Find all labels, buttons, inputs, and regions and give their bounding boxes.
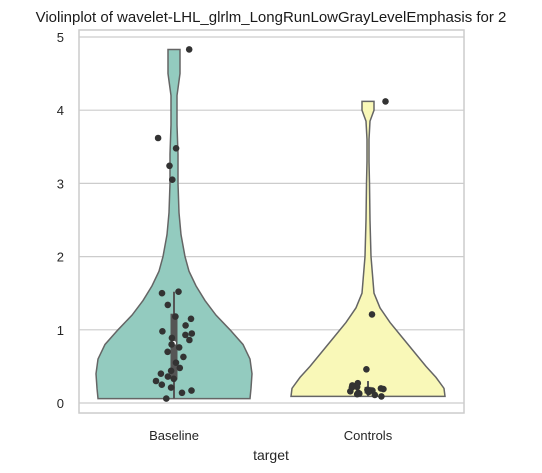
data-point <box>157 370 165 378</box>
data-point <box>170 375 178 383</box>
data-point <box>168 334 176 342</box>
data-point <box>182 322 189 329</box>
y-tick-label: 4 <box>57 103 64 118</box>
data-point <box>353 383 361 391</box>
data-point <box>159 328 166 335</box>
data-point <box>365 388 372 396</box>
data-point <box>172 145 180 152</box>
data-point <box>378 393 385 400</box>
x-axis-label: target <box>253 447 289 463</box>
x-tick-label: Controls <box>344 428 393 443</box>
data-point <box>175 344 183 351</box>
data-point <box>158 381 166 389</box>
data-point <box>368 311 376 318</box>
data-point <box>168 341 175 348</box>
data-point <box>182 331 189 339</box>
data-point <box>164 348 171 356</box>
data-point <box>187 315 195 323</box>
data-point <box>180 353 187 361</box>
data-point <box>164 301 172 309</box>
x-axis-ticks: Baseline Controls <box>149 428 393 443</box>
data-point <box>363 366 370 373</box>
data-point <box>186 336 193 344</box>
data-point <box>380 385 387 393</box>
data-point <box>166 162 173 170</box>
data-point <box>163 395 170 402</box>
data-point <box>371 391 379 399</box>
data-point <box>152 377 160 385</box>
x-tick-label: Baseline <box>149 428 199 443</box>
data-point <box>169 176 176 183</box>
violin-baseline <box>95 48 253 400</box>
data-point <box>347 388 354 395</box>
y-tick-label: 0 <box>57 396 64 411</box>
y-axis-ticks: 0 1 2 3 4 5 <box>57 30 64 411</box>
data-point <box>172 359 180 367</box>
y-tick-label: 2 <box>57 250 64 265</box>
data-point <box>178 389 186 397</box>
data-point <box>176 364 184 372</box>
violins <box>95 48 446 400</box>
data-point <box>188 330 196 337</box>
y-tick-label: 1 <box>57 323 64 338</box>
data-point <box>167 367 175 375</box>
data-point <box>172 313 179 320</box>
y-tick-label: 5 <box>57 30 64 45</box>
y-tick-label: 3 <box>57 176 64 191</box>
data-point <box>175 288 182 296</box>
data-point <box>185 46 193 53</box>
data-point <box>382 98 389 105</box>
violin-controls <box>290 100 446 398</box>
data-point <box>154 134 162 142</box>
data-point <box>353 390 361 398</box>
chart-title: Violinplot of wavelet-LHL_glrlm_LongRunL… <box>36 9 507 26</box>
data-point <box>164 373 172 380</box>
data-point <box>158 289 166 297</box>
strip-points <box>152 46 389 402</box>
data-point <box>167 384 175 391</box>
data-point <box>188 387 195 394</box>
